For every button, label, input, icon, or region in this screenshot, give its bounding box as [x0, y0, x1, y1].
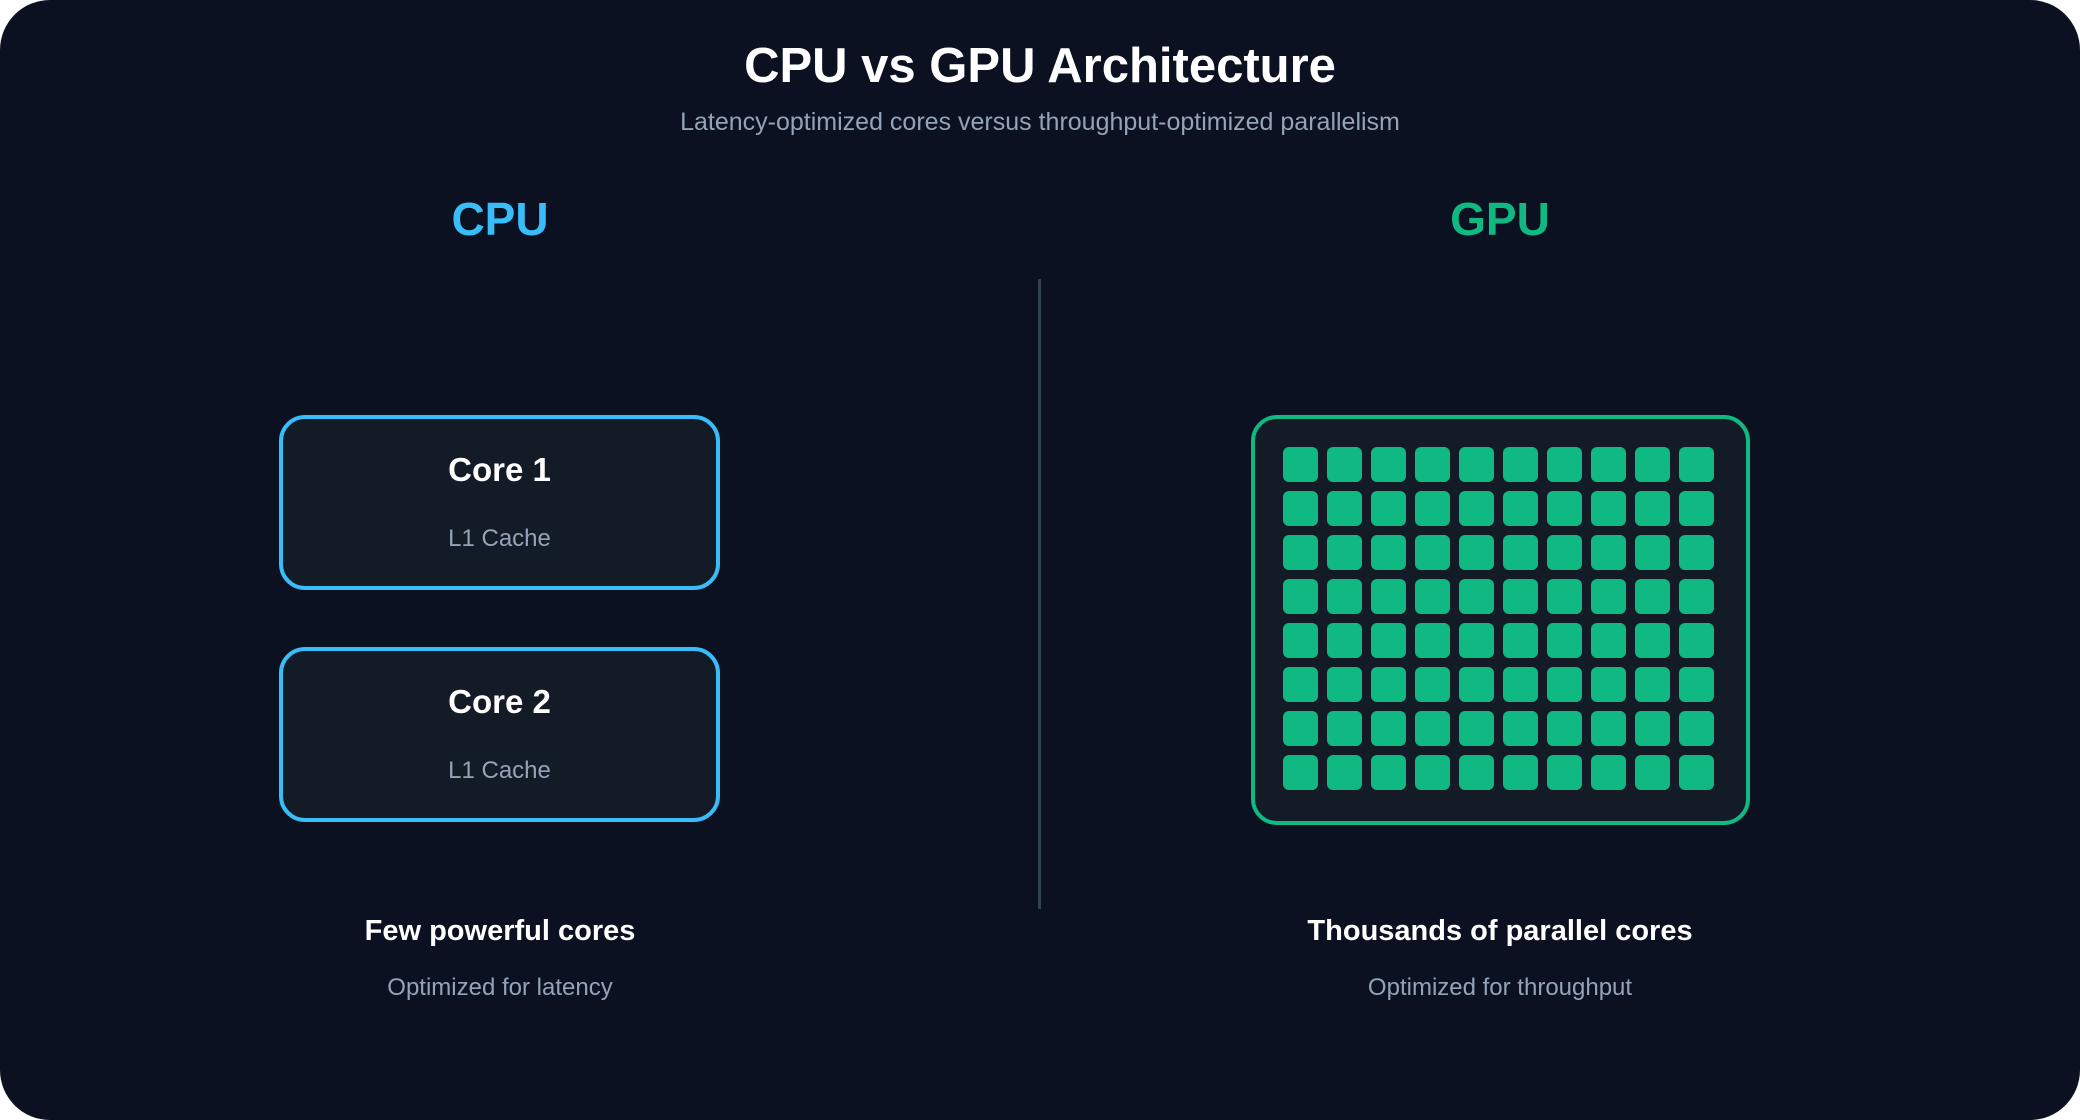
- gpu-core-cell: [1371, 579, 1406, 614]
- gpu-core-cell: [1415, 623, 1450, 658]
- gpu-core-cell: [1635, 447, 1670, 482]
- gpu-core-cell: [1679, 447, 1714, 482]
- gpu-core-cell: [1635, 491, 1670, 526]
- gpu-core-cell: [1591, 491, 1626, 526]
- gpu-caption-sub: Optimized for throughput: [1367, 974, 1633, 1001]
- gpu-core-cell: [1415, 579, 1450, 614]
- gpu-core-cell: [1591, 711, 1626, 746]
- gpu-core-cell: [1591, 623, 1626, 658]
- gpu-core-cell: [1503, 491, 1538, 526]
- gpu-core-cell: [1415, 535, 1450, 570]
- gpu-core-cell: [1327, 711, 1362, 746]
- gpu-die: [1251, 415, 1750, 825]
- gpu-core-cell: [1371, 535, 1406, 570]
- gpu-core-cell: [1547, 491, 1582, 526]
- gpu-core-cell: [1459, 755, 1494, 790]
- gpu-core-cell: [1547, 667, 1582, 702]
- gpu-core-cell: [1679, 623, 1714, 658]
- gpu-core-cell: [1459, 667, 1494, 702]
- gpu-core-cell: [1283, 491, 1318, 526]
- gpu-core-cell: [1327, 667, 1362, 702]
- gpu-core-cell: [1327, 623, 1362, 658]
- gpu-core-cell: [1415, 755, 1450, 790]
- gpu-core-cell: [1635, 755, 1670, 790]
- cpu-core-1-label: Core 1: [448, 451, 551, 488]
- gpu-core-cell: [1503, 623, 1538, 658]
- cpu-core-1-cache: L1 Cache: [448, 525, 551, 552]
- gpu-core-cell: [1503, 667, 1538, 702]
- gpu-core-cell: [1459, 535, 1494, 570]
- gpu-core-cell: [1327, 491, 1362, 526]
- gpu-core-cell: [1459, 623, 1494, 658]
- gpu-core-cell: [1635, 711, 1670, 746]
- gpu-core-cell: [1283, 711, 1318, 746]
- gpu-core-cell: [1591, 579, 1626, 614]
- gpu-core-cell: [1371, 447, 1406, 482]
- gpu-core-cell: [1327, 535, 1362, 570]
- gpu-core-cell: [1503, 579, 1538, 614]
- gpu-core-cell: [1635, 579, 1670, 614]
- gpu-core-cell: [1327, 579, 1362, 614]
- gpu-core-cell: [1547, 755, 1582, 790]
- gpu-core-cell: [1459, 579, 1494, 614]
- cpu-core-2-label: Core 2: [448, 683, 551, 720]
- gpu-core-cell: [1591, 667, 1626, 702]
- gpu-core-cell: [1371, 667, 1406, 702]
- gpu-caption: Thousands of parallel cores: [1307, 915, 1693, 947]
- gpu-core-cell: [1547, 535, 1582, 570]
- gpu-core-cell: [1547, 623, 1582, 658]
- cpu-core-2: Core 2 L1 Cache: [279, 647, 720, 822]
- gpu-core-cell: [1327, 755, 1362, 790]
- gpu-core-cell: [1591, 535, 1626, 570]
- gpu-core-cell: [1503, 711, 1538, 746]
- gpu-core-cell: [1503, 535, 1538, 570]
- gpu-core-cell: [1635, 667, 1670, 702]
- gpu-core-cell: [1371, 623, 1406, 658]
- gpu-core-cell: [1459, 447, 1494, 482]
- cpu-caption-sub: Optimized for latency: [387, 974, 613, 1001]
- gpu-core-cell: [1415, 447, 1450, 482]
- gpu-core-cell: [1283, 447, 1318, 482]
- diagram-subtitle: Latency-optimized cores versus throughpu…: [680, 108, 1400, 136]
- gpu-core-cell: [1635, 535, 1670, 570]
- gpu-core-cell: [1459, 491, 1494, 526]
- gpu-core-cell: [1679, 667, 1714, 702]
- gpu-core-cell: [1679, 579, 1714, 614]
- cpu-heading: CPU: [451, 193, 549, 245]
- gpu-core-cell: [1415, 711, 1450, 746]
- section-divider: [1038, 279, 1041, 909]
- gpu-core-cell: [1635, 623, 1670, 658]
- gpu-core-cell: [1547, 711, 1582, 746]
- gpu-core-cell: [1547, 447, 1582, 482]
- gpu-core-grid: [1283, 447, 1714, 790]
- gpu-core-cell: [1503, 447, 1538, 482]
- gpu-core-cell: [1679, 491, 1714, 526]
- gpu-heading: GPU: [1450, 193, 1550, 245]
- gpu-core-cell: [1371, 755, 1406, 790]
- cpu-core-2-cache: L1 Cache: [448, 757, 551, 784]
- gpu-core-cell: [1591, 447, 1626, 482]
- gpu-core-cell: [1503, 755, 1538, 790]
- gpu-core-cell: [1547, 579, 1582, 614]
- gpu-core-cell: [1591, 755, 1626, 790]
- cpu-core-1: Core 1 L1 Cache: [279, 415, 720, 590]
- gpu-core-cell: [1415, 667, 1450, 702]
- gpu-core-cell: [1283, 579, 1318, 614]
- gpu-core-cell: [1283, 535, 1318, 570]
- gpu-core-cell: [1679, 535, 1714, 570]
- gpu-core-cell: [1371, 491, 1406, 526]
- gpu-core-cell: [1327, 447, 1362, 482]
- gpu-core-cell: [1459, 711, 1494, 746]
- gpu-core-cell: [1371, 711, 1406, 746]
- gpu-core-cell: [1283, 755, 1318, 790]
- gpu-core-cell: [1679, 755, 1714, 790]
- gpu-core-cell: [1283, 667, 1318, 702]
- gpu-core-cell: [1283, 623, 1318, 658]
- gpu-core-cell: [1679, 711, 1714, 746]
- diagram-title: CPU vs GPU Architecture: [744, 39, 1336, 93]
- cpu-caption: Few powerful cores: [364, 915, 636, 947]
- gpu-core-cell: [1415, 491, 1450, 526]
